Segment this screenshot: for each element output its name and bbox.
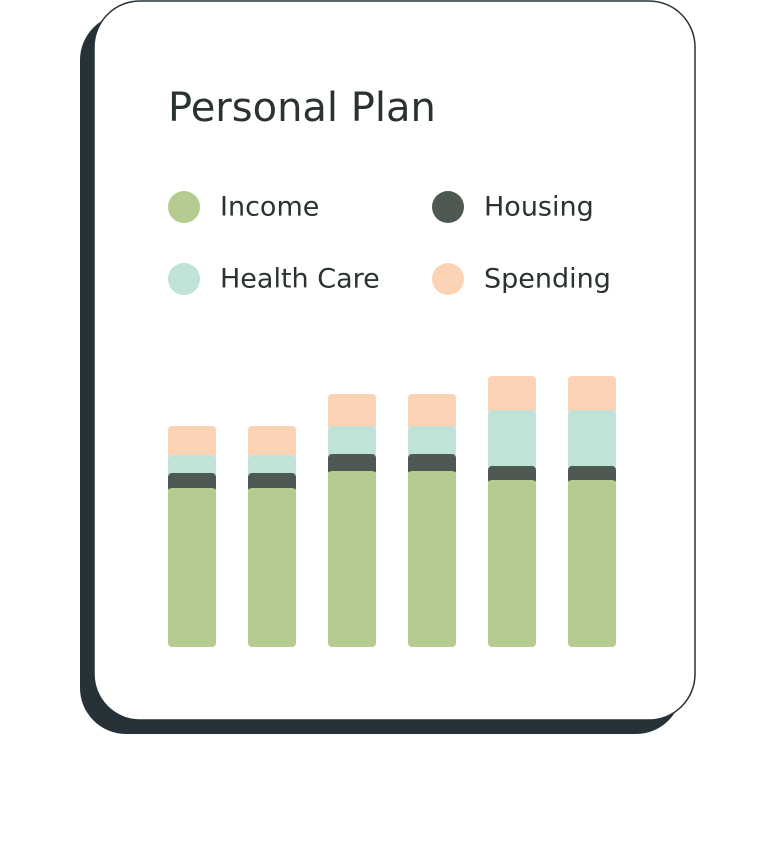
bar-segment [408,394,456,430]
bar-segment [568,410,616,470]
bar-segment [168,488,216,647]
bar-segment [328,426,376,458]
bar-segment [408,426,456,458]
legend-swatch [432,191,464,223]
bar-segment [568,480,616,647]
bar-segment [168,426,216,459]
bar-segment [248,426,296,459]
legend-label: Spending [484,264,611,295]
legend-swatch [168,191,200,223]
legend-swatch [168,263,200,295]
legend-label: Income [220,192,319,223]
chart-title: Personal Plan [168,85,436,131]
bar-segment [488,410,536,470]
bar-segment [248,455,296,477]
legend-label: Health Care [220,264,380,295]
bar-segment [488,480,536,647]
bar-segment [408,471,456,647]
bar-segment [488,466,536,484]
card [93,0,696,721]
bar-segment [328,471,376,647]
legend-label: Housing [484,192,594,223]
bar-segment [168,473,216,492]
bar-segment [248,488,296,647]
bar-segment [328,394,376,430]
bar-segment [488,376,536,414]
bar-segment [328,454,376,475]
bar-segment [568,466,616,484]
legend-swatch [432,263,464,295]
bar-segment [168,455,216,477]
bar-segment [248,473,296,492]
bar-segment [408,454,456,475]
bar-segment [568,376,616,414]
